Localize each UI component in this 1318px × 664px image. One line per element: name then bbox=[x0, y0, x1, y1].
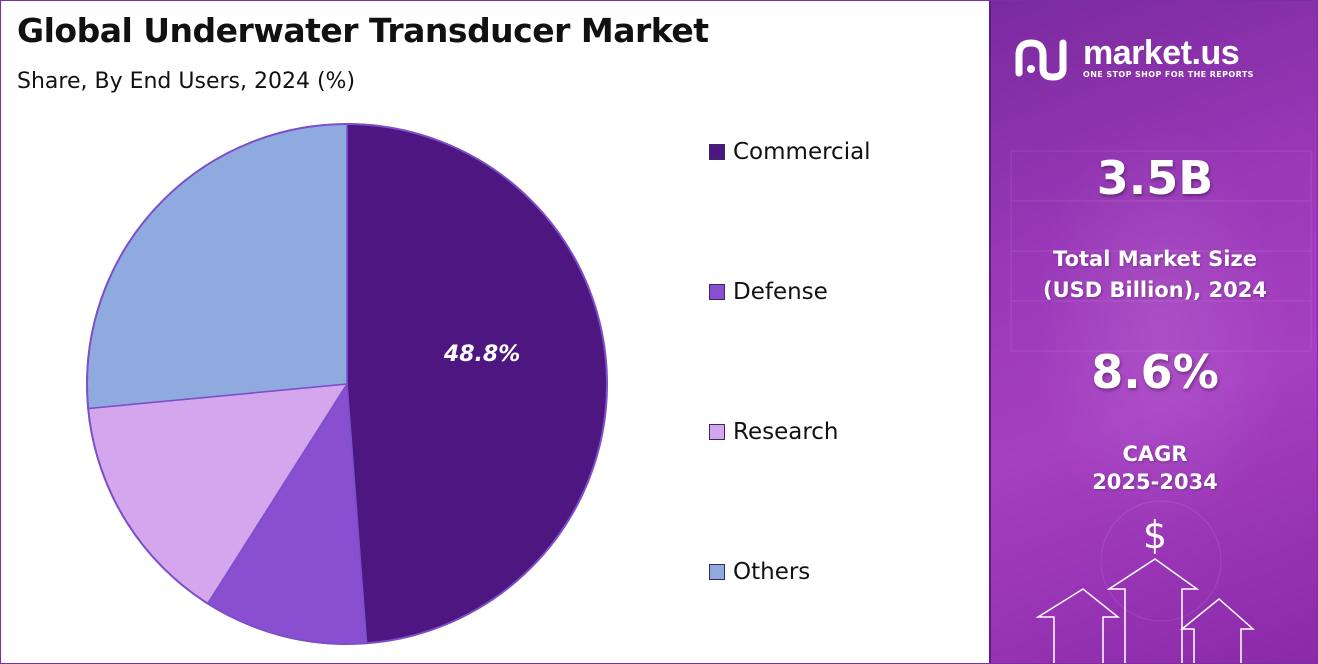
legend-label-others: Others bbox=[733, 559, 811, 585]
cagr-value: 8.6% bbox=[1091, 345, 1219, 399]
chart-title: Global Underwater Transducer Market bbox=[17, 11, 709, 50]
chart-subtitle: Share, By End Users, 2024 (%) bbox=[17, 69, 356, 94]
market-us-logo-icon bbox=[1015, 39, 1067, 81]
chart-panel: Global Underwater Transducer Market Shar… bbox=[1, 1, 989, 663]
legend-label-defense: Defense bbox=[733, 279, 828, 305]
market-size-value: 3.5B bbox=[1096, 151, 1214, 205]
background-decoration bbox=[1010, 150, 1312, 663]
panel-glow bbox=[1031, 121, 1291, 541]
legend-swatch-research bbox=[709, 424, 725, 440]
legend-label-commercial: Commercial bbox=[733, 139, 871, 165]
dollar-icon: $ bbox=[1142, 513, 1168, 557]
brand-tagline: ONE STOP SHOP FOR THE REPORTS bbox=[1083, 69, 1254, 79]
legend-swatch-commercial bbox=[709, 144, 725, 160]
brand-logo: market.us ONE STOP SHOP FOR THE REPORTS bbox=[1013, 35, 1254, 81]
market-size-label-line2: (USD Billion), 2024 bbox=[1042, 278, 1268, 302]
data-label-commercial: 48.8% bbox=[443, 342, 520, 367]
legend-item-others: Others bbox=[709, 559, 810, 585]
cagr-label-line2: 2025-2034 bbox=[1092, 470, 1218, 494]
legend-item-defense: Defense bbox=[709, 279, 828, 305]
legend-item-research: Research bbox=[709, 419, 839, 445]
cagr-label-line1: CAGR bbox=[1122, 442, 1188, 466]
legend-swatch-others bbox=[709, 564, 725, 580]
chart-legend: Commercial Defense Research Others bbox=[709, 1, 979, 663]
up-arrow-icon bbox=[1035, 558, 1255, 663]
pie-slice-commercial bbox=[346, 123, 608, 645]
legend-label-research: Research bbox=[733, 419, 839, 445]
pie-slice-others bbox=[86, 123, 348, 410]
brand-name: market.us bbox=[1083, 33, 1240, 72]
market-size-label-line1: Total Market Size bbox=[1053, 247, 1257, 271]
pie-chart: 48.8% bbox=[86, 123, 608, 645]
stats-panel: market.us ONE STOP SHOP FOR THE REPORTS … bbox=[989, 1, 1317, 663]
legend-item-commercial: Commercial bbox=[709, 139, 871, 165]
pie-outline bbox=[86, 123, 608, 645]
legend-swatch-defense bbox=[709, 284, 725, 300]
